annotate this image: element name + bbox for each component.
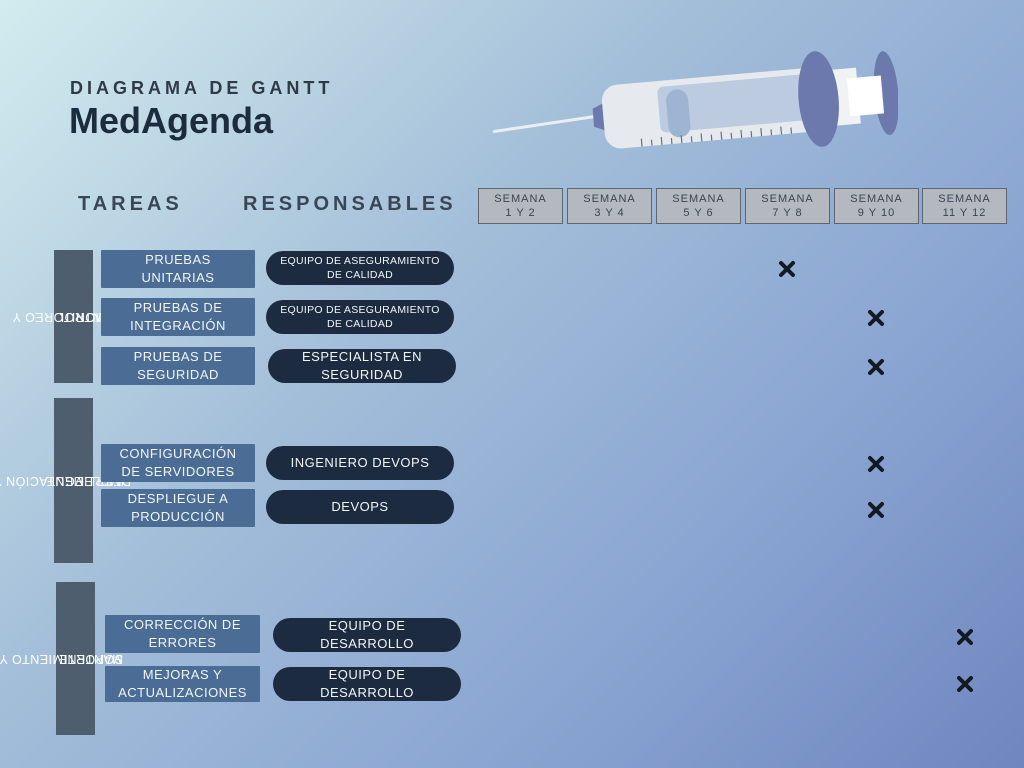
- week-header-4: SEMANA 7 Y 8: [745, 188, 830, 224]
- responsible-bug-fixes: EQUIPO DE DESARROLLO: [273, 618, 461, 652]
- responsible-integration-tests: EQUIPO DE ASEGURAMIENTO DE CALIDAD: [266, 300, 454, 334]
- phase-label-maintenance: MANTENIMIENTO Y SOPORTE: [0, 582, 123, 735]
- responsibles-column-header: RESPONSABLES: [243, 193, 457, 215]
- cross-mark-icon: [779, 261, 795, 277]
- phase-label-deployment: IMPLEMENTACIÓN Y DESPLIEGUE: [0, 398, 131, 563]
- cross-mark-icon: [868, 310, 884, 326]
- task-bug-fixes: CORRECCIÓN DE ERRORES: [105, 615, 260, 653]
- task-improvements-updates: MEJORAS Y ACTUALIZACIONES: [105, 666, 260, 702]
- cross-mark-icon: [957, 629, 973, 645]
- week-header-6: SEMANA 11 Y 12: [922, 188, 1007, 224]
- tasks-column-header: TAREAS: [78, 193, 183, 215]
- task-unit-tests: PRUEBAS UNITARIAS: [101, 250, 255, 288]
- responsible-improvements-updates: EQUIPO DE DESARROLLO: [273, 667, 461, 701]
- task-security-tests: PRUEBAS DE SEGURIDAD: [101, 347, 255, 385]
- task-production-deployment: DESPLIEGUE A PRODUCCIÓN: [101, 489, 255, 527]
- cross-mark-icon: [868, 359, 884, 375]
- responsible-server-configuration: INGENIERO DEVOPS: [266, 446, 454, 480]
- cross-mark-icon: [868, 456, 884, 472]
- task-server-configuration: CONFIGURACIÓN DE SERVIDORES: [101, 444, 255, 482]
- diagram-title: MedAgenda: [69, 100, 274, 141]
- cross-mark-icon: [957, 676, 973, 692]
- cross-mark-icon: [868, 502, 884, 518]
- week-header-2: SEMANA 3 Y 4: [567, 188, 652, 224]
- responsible-production-deployment: DEVOPS: [266, 490, 454, 524]
- week-header-5: SEMANA 9 Y 10: [834, 188, 919, 224]
- responsible-unit-tests: EQUIPO DE ASEGURAMIENTO DE CALIDAD: [266, 251, 454, 285]
- diagram-subtitle: DIAGRAMA DE GANTT: [70, 78, 334, 98]
- responsible-security-tests: ESPECIALISTA EN SEGURIDAD: [268, 349, 456, 383]
- phase-label-monitoring: MONITOREO Y CONTROL: [12, 250, 121, 383]
- task-integration-tests: PRUEBAS DE INTEGRACIÓN: [101, 298, 255, 336]
- week-header-3: SEMANA 5 Y 6: [656, 188, 741, 224]
- syringe-icon: [492, 51, 898, 149]
- week-header-1: SEMANA 1 Y 2: [478, 188, 563, 224]
